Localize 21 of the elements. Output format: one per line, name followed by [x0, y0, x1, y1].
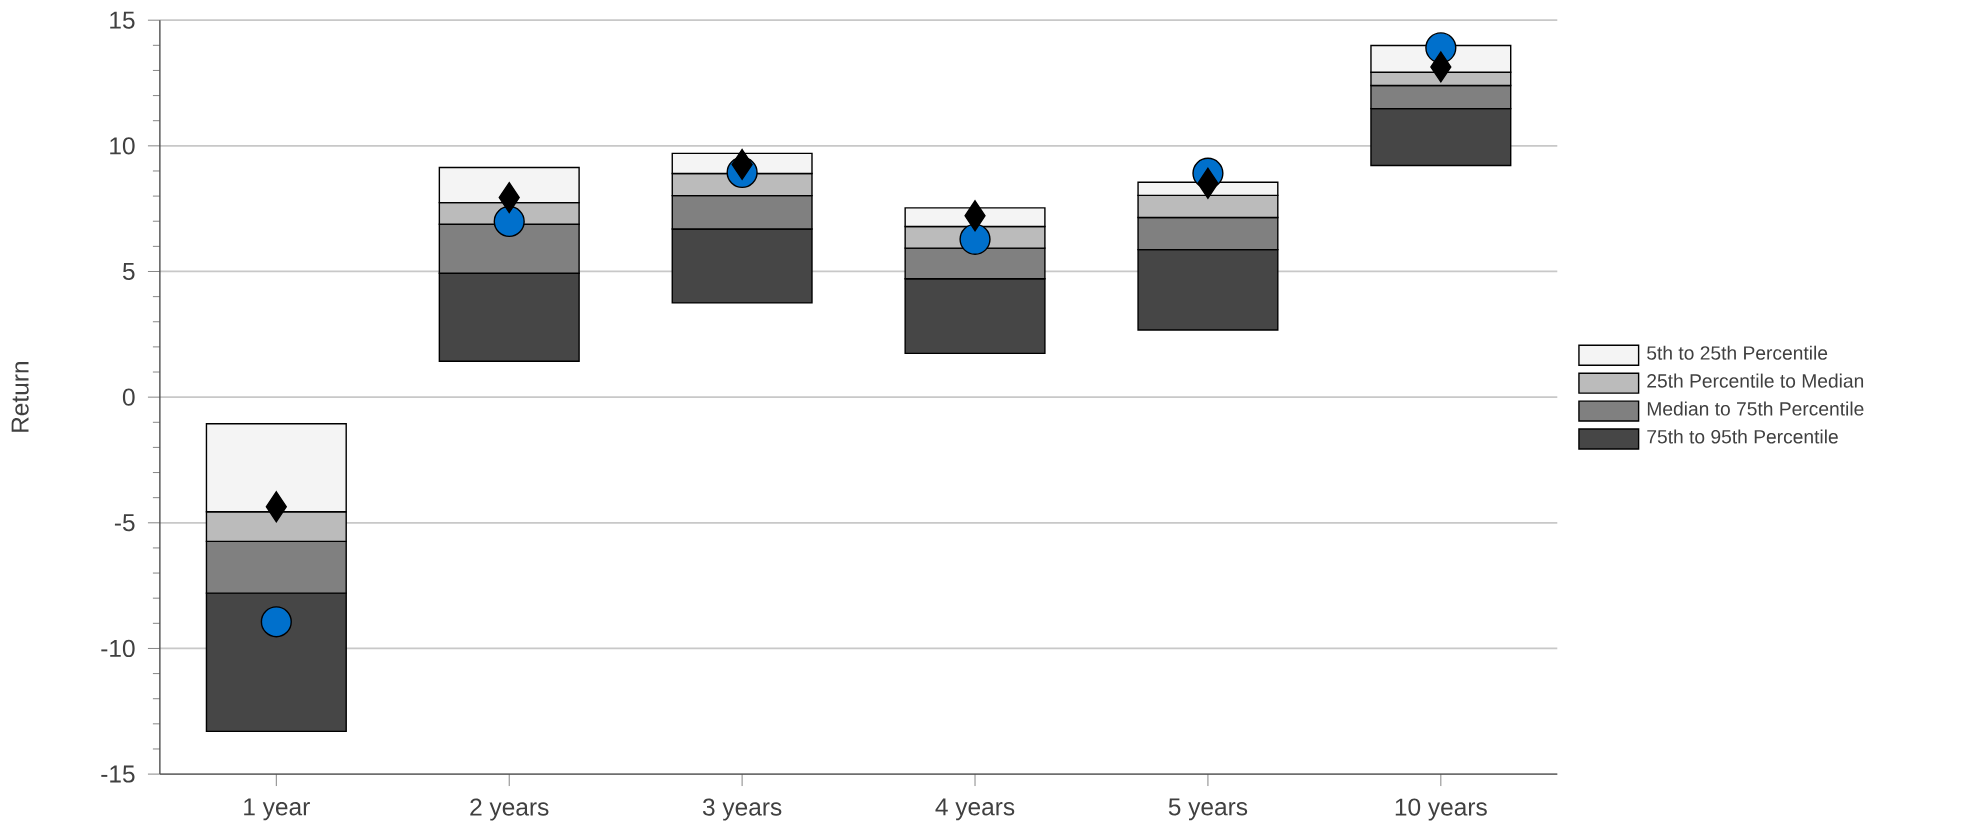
- y-tick-label: -15: [101, 765, 135, 783]
- point: [493, 205, 525, 238]
- x-tick-label: 3 years: [702, 798, 782, 821]
- y-axis-title: Return: [11, 361, 29, 432]
- legend-label: Median to 75th Percentile: [1647, 401, 1864, 416]
- legend-label: 5th to 25th Percentile: [1647, 345, 1828, 360]
- y-tick-label: 5: [122, 262, 135, 280]
- y-tick-label: 10: [110, 137, 135, 155]
- x-tick-label: 2 years: [470, 798, 549, 821]
- legend-label: 75th to 95th Percentile: [1647, 429, 1838, 444]
- x-tick-label: 10 years: [1395, 798, 1487, 821]
- y-tick-label: -5: [114, 514, 135, 532]
- legend-label: 25th Percentile to Median: [1647, 373, 1864, 388]
- y-tick-label: 0: [122, 388, 135, 406]
- y-tick-label: 15: [110, 11, 135, 29]
- x-tick-label: 5 years: [1168, 798, 1248, 821]
- point: [260, 606, 292, 638]
- x-tick-label: 4 years: [935, 798, 1015, 821]
- point: [959, 223, 991, 255]
- y-tick-label: -10: [101, 639, 135, 657]
- x-tick-label: 1 year: [244, 798, 310, 821]
